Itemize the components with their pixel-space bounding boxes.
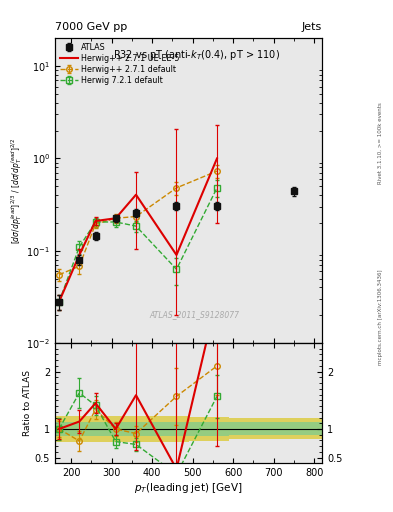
X-axis label: $p_T$(leading jet) [GeV]: $p_T$(leading jet) [GeV]	[134, 481, 243, 495]
Herwig++ 2.7.1 UE-EE-5	[134, 191, 138, 198]
Text: ATLAS_2011_S9128077: ATLAS_2011_S9128077	[149, 310, 239, 318]
Line: Herwig++ 2.7.1 UE-EE-5: Herwig++ 2.7.1 UE-EE-5	[59, 159, 217, 302]
Legend: ATLAS, Herwig++ 2.7.1 UE-EE-5, Herwig++ 2.7.1 default, Herwig 7.2.1 default: ATLAS, Herwig++ 2.7.1 UE-EE-5, Herwig++ …	[57, 40, 182, 89]
Herwig++ 2.7.1 UE-EE-5	[57, 298, 61, 305]
Text: R32 vs pT (anti-$k_T$(0.4), pT > 110): R32 vs pT (anti-$k_T$(0.4), pT > 110)	[113, 48, 280, 61]
Herwig++ 2.7.1 UE-EE-5	[215, 156, 219, 162]
Y-axis label: Ratio to ATLAS: Ratio to ATLAS	[23, 370, 32, 436]
Herwig++ 2.7.1 UE-EE-5	[114, 215, 118, 221]
Text: 7000 GeV pp: 7000 GeV pp	[55, 23, 127, 32]
Text: Rivet 3.1.10, >= 100k events: Rivet 3.1.10, >= 100k events	[378, 102, 383, 184]
Text: Jets: Jets	[302, 23, 322, 32]
Herwig++ 2.7.1 UE-EE-5	[93, 218, 98, 224]
Herwig++ 2.7.1 UE-EE-5	[77, 252, 82, 258]
Herwig++ 2.7.1 UE-EE-5	[174, 252, 179, 258]
Text: mcplots.cern.ch [arXiv:1306.3436]: mcplots.cern.ch [arXiv:1306.3436]	[378, 270, 383, 365]
Y-axis label: $[d\sigma/dp_T^{lead}]^{2/3}$ / $[d\sigma/dp_T^{lead}]^{2/2}$: $[d\sigma/dp_T^{lead}]^{2/3}$ / $[d\sigm…	[9, 138, 24, 244]
